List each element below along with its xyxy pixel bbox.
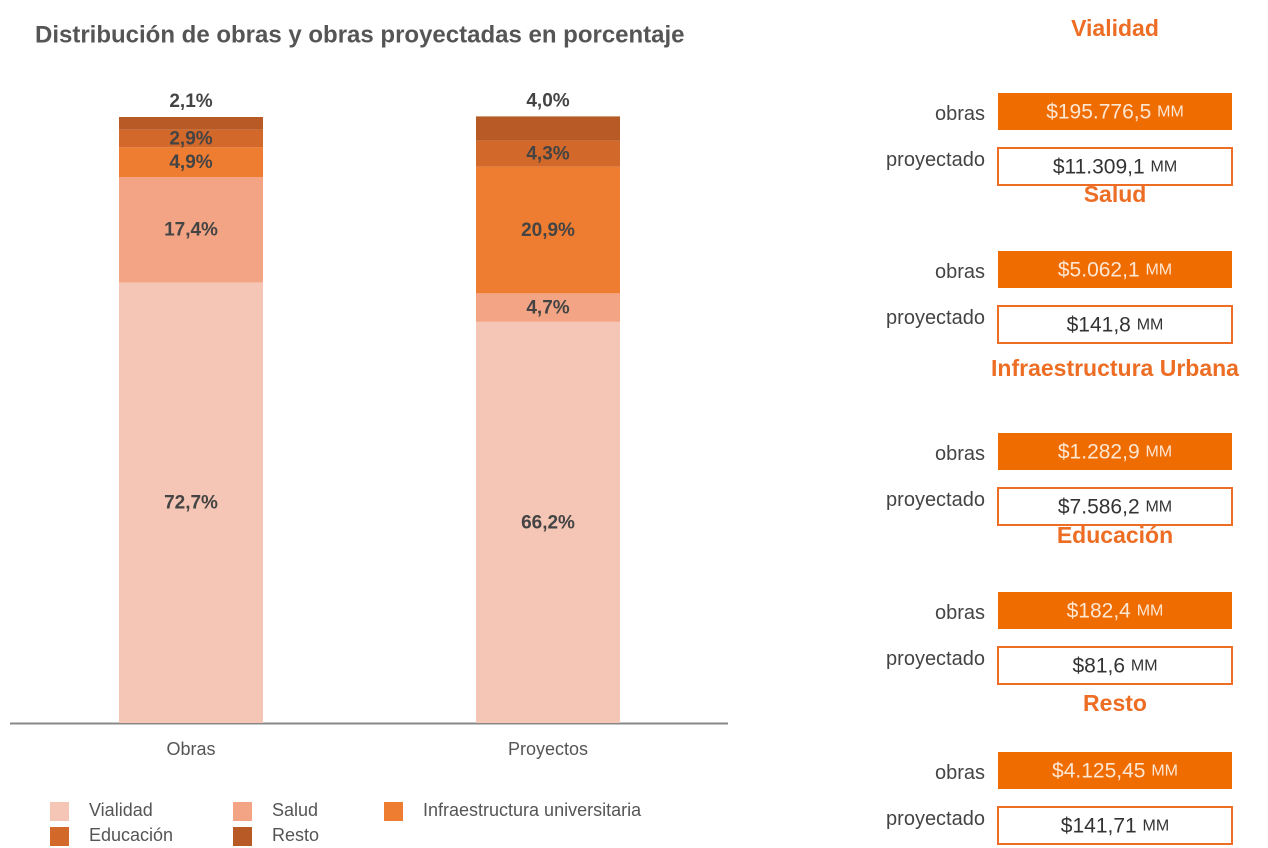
unit: MM — [1143, 818, 1170, 835]
bar-segment — [476, 140, 620, 167]
unit: MM — [1145, 499, 1172, 516]
row-label: obras — [935, 261, 985, 283]
unit: MM — [1151, 763, 1178, 780]
bar-segment — [476, 321, 620, 723]
section-title: Resto — [1083, 690, 1147, 716]
legend-label: Resto — [272, 825, 319, 845]
data-label: 66,2% — [521, 512, 575, 533]
bar-segment — [119, 117, 263, 130]
value-box-outline — [997, 487, 1233, 526]
amount: $11.309,1 — [1053, 155, 1145, 178]
value-text: $11.309,1 MM — [1053, 155, 1177, 178]
row-label: proyectado — [886, 808, 985, 830]
amount: $1.282,9 — [1058, 440, 1140, 463]
bar-segment — [476, 116, 620, 141]
row-label: proyectado — [886, 489, 985, 511]
bar-segment — [119, 282, 263, 723]
value-text: $5.062,1 MM — [1058, 258, 1172, 281]
row-label: proyectado — [886, 648, 985, 670]
legend-label: Educación — [89, 825, 173, 845]
data-label: 17,4% — [164, 220, 218, 241]
x-tick-label: Proyectos — [508, 739, 588, 759]
legend-swatch — [50, 802, 69, 821]
value-text: $141,8 MM — [1067, 313, 1164, 336]
legend-label: Vialidad — [89, 800, 153, 820]
row-label: obras — [935, 762, 985, 784]
legend-swatch — [384, 802, 403, 821]
unit: MM — [1145, 262, 1172, 279]
data-label: 2,1% — [169, 91, 212, 112]
unit: MM — [1137, 603, 1164, 620]
bar-segment — [476, 166, 620, 294]
data-label: 4,9% — [169, 152, 212, 173]
amount: $195.776,5 — [1046, 100, 1151, 123]
data-label: 2,9% — [169, 129, 212, 150]
amount: $141,8 — [1067, 313, 1131, 336]
legend-swatch — [233, 802, 252, 821]
value-box-outline — [997, 806, 1233, 845]
amount: $141,71 — [1061, 814, 1137, 837]
legend-label: Salud — [272, 800, 318, 820]
section-title: Salud — [1084, 181, 1147, 207]
legend-label: Infraestructura universitaria — [423, 800, 642, 820]
bar-segment — [119, 129, 263, 148]
amount: $4.125,45 — [1052, 759, 1145, 782]
section-title: Infraestructura Urbana — [991, 355, 1239, 381]
row-label: obras — [935, 103, 985, 125]
value-box-filled — [998, 752, 1232, 789]
row-label: proyectado — [886, 149, 985, 171]
value-box-filled — [998, 592, 1232, 629]
data-label: 4,7% — [526, 298, 569, 319]
value-text: $141,71 MM — [1061, 814, 1169, 837]
row-label: obras — [935, 602, 985, 624]
data-label: 4,3% — [526, 144, 569, 165]
amount: $81,6 — [1072, 654, 1125, 677]
chart-title: Distribución de obras y obras proyectada… — [35, 21, 685, 48]
row-label: obras — [935, 443, 985, 465]
data-label: 20,9% — [521, 220, 575, 241]
data-label: 72,7% — [164, 493, 218, 514]
value-box-outline — [997, 147, 1233, 186]
amount: $182,4 — [1067, 599, 1132, 622]
unit: MM — [1151, 159, 1178, 176]
x-tick-label: Obras — [166, 739, 215, 759]
bar-segment — [119, 176, 263, 283]
bar-segment — [476, 293, 620, 322]
value-text: $4.125,45 MM — [1052, 759, 1178, 782]
row-label: proyectado — [886, 307, 985, 329]
amount: $7.586,2 — [1058, 495, 1140, 518]
value-text: $195.776,5 MM — [1046, 100, 1184, 123]
value-box-filled — [998, 433, 1232, 470]
value-box-outline — [997, 305, 1233, 344]
legend-swatch — [233, 827, 252, 846]
section-title: Educación — [1057, 522, 1173, 548]
unit: MM — [1157, 104, 1184, 121]
value-text: $182,4 MM — [1067, 599, 1164, 622]
amount: $5.062,1 — [1058, 258, 1140, 281]
data-label: 4,0% — [526, 90, 569, 111]
value-box-filled — [998, 251, 1232, 288]
value-text: $1.282,9 MM — [1058, 440, 1172, 463]
value-text: $81,6 MM — [1072, 654, 1157, 677]
value-box-outline — [997, 646, 1233, 685]
bar-segment — [119, 147, 263, 177]
legend-swatch — [50, 827, 69, 846]
unit: MM — [1137, 317, 1164, 334]
value-text: $7.586,2 MM — [1058, 495, 1172, 518]
unit: MM — [1131, 658, 1158, 675]
unit: MM — [1145, 444, 1172, 461]
section-title: Vialidad — [1071, 15, 1159, 41]
value-box-filled — [998, 93, 1232, 130]
